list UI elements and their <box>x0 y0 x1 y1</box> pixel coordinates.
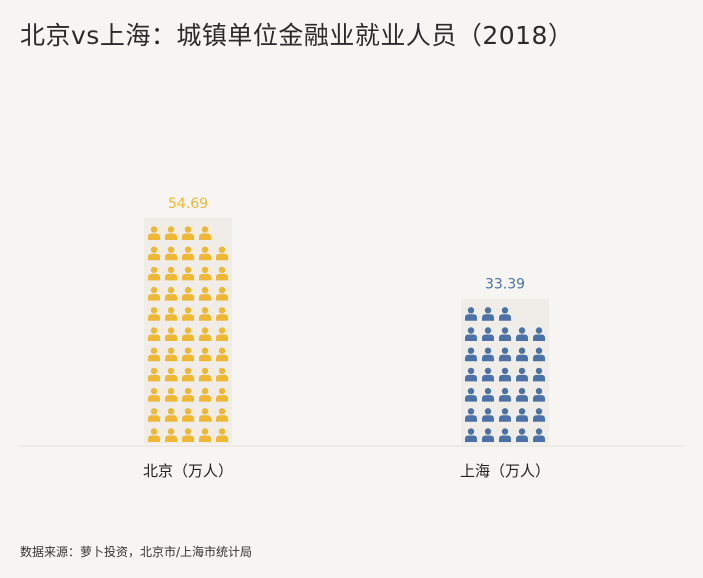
person-icon <box>182 266 194 281</box>
person-icon <box>165 286 177 301</box>
person-icon <box>533 327 545 341</box>
person-icon <box>482 347 494 362</box>
person-icon <box>182 226 194 240</box>
person-icon <box>165 428 177 442</box>
person-icon <box>148 266 160 281</box>
person-icon <box>499 327 511 341</box>
person-icon <box>482 327 494 341</box>
person-icon <box>165 266 177 281</box>
person-icon <box>533 387 545 402</box>
person-icon <box>465 347 477 362</box>
bar-shanghai <box>465 307 545 442</box>
person-icon <box>182 286 194 301</box>
person-icon <box>216 246 228 261</box>
person-icon <box>199 327 211 341</box>
person-icon <box>465 428 477 442</box>
person-icon <box>199 266 211 281</box>
person-icon <box>148 327 160 341</box>
data-label: 33.39 <box>485 277 525 293</box>
person-icon <box>516 367 528 382</box>
person-icon <box>516 327 528 341</box>
person-icon <box>182 327 194 341</box>
person-icon <box>216 367 228 382</box>
person-icon <box>199 367 211 382</box>
person-icon <box>199 387 211 402</box>
person-icon <box>216 307 228 321</box>
person-icon <box>216 347 228 362</box>
person-icon <box>148 408 160 422</box>
person-icon <box>199 226 211 240</box>
person-icon <box>216 408 228 422</box>
person-icon <box>482 428 494 442</box>
person-icon <box>182 428 194 442</box>
source-note: 数据来源：萝卜投资，北京市/上海市统计局 <box>20 545 253 559</box>
person-icon <box>165 387 177 402</box>
person-icon <box>199 246 211 261</box>
person-icon <box>148 367 160 382</box>
person-icon <box>482 408 494 422</box>
person-icon <box>182 408 194 422</box>
person-icon <box>199 347 211 362</box>
person-icon <box>533 347 545 362</box>
person-icon <box>533 428 545 442</box>
person-icon <box>182 307 194 321</box>
person-icon <box>148 246 160 261</box>
person-icon <box>148 347 160 362</box>
person-icon <box>216 327 228 341</box>
person-icon <box>182 347 194 362</box>
person-icon <box>482 367 494 382</box>
person-icon <box>533 367 545 382</box>
person-icon <box>499 408 511 422</box>
person-icon <box>465 408 477 422</box>
person-icon <box>482 307 494 321</box>
person-icon <box>148 226 160 240</box>
person-icon <box>465 307 477 321</box>
category-label: 上海（万人） <box>460 462 550 480</box>
person-icon <box>165 307 177 321</box>
person-icon <box>216 266 228 281</box>
person-icon <box>165 408 177 422</box>
person-icon <box>182 387 194 402</box>
person-icon <box>199 286 211 301</box>
person-icon <box>216 286 228 301</box>
person-icon <box>216 387 228 402</box>
person-icon <box>148 307 160 321</box>
category-label: 北京（万人） <box>143 462 233 480</box>
person-icon <box>465 387 477 402</box>
person-icon <box>482 387 494 402</box>
person-icon <box>533 408 545 422</box>
person-icon <box>199 307 211 321</box>
person-icon <box>182 246 194 261</box>
person-icon <box>499 307 511 321</box>
person-icon <box>148 428 160 442</box>
person-icon <box>199 408 211 422</box>
person-icon <box>165 327 177 341</box>
person-icon <box>465 327 477 341</box>
chart-title: 北京vs上海：城镇单位金融业就业人员（2018） <box>20 21 574 50</box>
person-icon <box>199 428 211 442</box>
person-icon <box>148 286 160 301</box>
person-icon <box>465 367 477 382</box>
person-icon <box>516 408 528 422</box>
person-icon <box>182 367 194 382</box>
person-icon <box>499 347 511 362</box>
person-icon <box>165 347 177 362</box>
data-label: 54.69 <box>168 196 208 212</box>
person-icon <box>165 246 177 261</box>
person-icon <box>216 428 228 442</box>
person-icon <box>165 226 177 240</box>
person-icon <box>165 367 177 382</box>
person-icon <box>499 387 511 402</box>
bar-beijing <box>148 226 228 442</box>
person-icon <box>516 347 528 362</box>
person-icon <box>499 367 511 382</box>
person-icon <box>499 428 511 442</box>
person-icon <box>148 387 160 402</box>
person-icon <box>516 428 528 442</box>
person-icon <box>516 387 528 402</box>
